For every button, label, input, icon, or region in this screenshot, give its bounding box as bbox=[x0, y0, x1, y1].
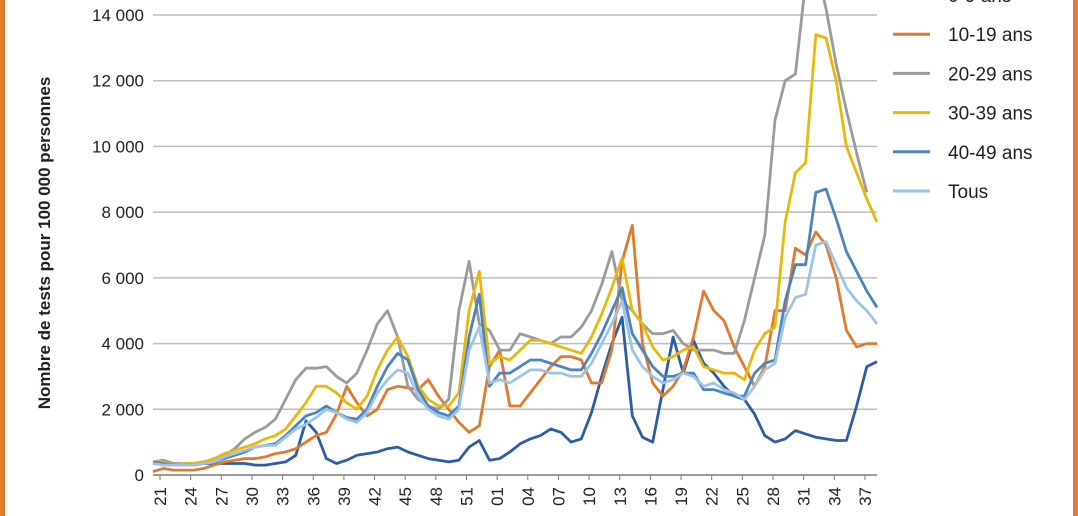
series-lines bbox=[152, 0, 879, 474]
y-tick-label: 12 000 bbox=[92, 72, 144, 91]
legend-label-age_20_29: 20-29 ans bbox=[948, 64, 1033, 85]
y-tick-label: 14 000 bbox=[92, 6, 144, 25]
series-line-age_30_39 bbox=[153, 33, 879, 467]
x-tick-label: 39 bbox=[335, 487, 354, 506]
x-tick-label: 36 bbox=[304, 487, 323, 506]
series-line-age_0_9 bbox=[152, 315, 878, 467]
legend-label-age_40_49: 40-49 ans bbox=[948, 143, 1033, 164]
x-tick-label: 04 bbox=[519, 487, 538, 506]
x-tick-label: 07 bbox=[549, 487, 568, 506]
y-tick-label: 0 bbox=[135, 466, 144, 485]
series-line-age_10_19 bbox=[152, 223, 877, 474]
x-tick-label: 48 bbox=[427, 487, 446, 506]
y-tick-label: 4 000 bbox=[101, 335, 144, 354]
x-tick-label: 37 bbox=[856, 487, 875, 506]
legend-label-age_10_19: 10-19 ans bbox=[948, 25, 1033, 46]
legend-label-all: Tous bbox=[948, 182, 988, 203]
x-tick-label: 30 bbox=[243, 487, 262, 506]
y-tick-label: 6 000 bbox=[101, 269, 144, 288]
y-tick-label: 2 000 bbox=[101, 400, 144, 419]
x-tick-label: 31 bbox=[795, 487, 814, 506]
x-tick-label: 24 bbox=[182, 487, 201, 506]
x-tick-label: 16 bbox=[641, 487, 660, 506]
y-axis-label: Nombre de tests pour 100 000 personnes bbox=[35, 77, 54, 410]
legend-label-age_30_39: 30-39 ans bbox=[948, 104, 1033, 125]
x-tick-label: 27 bbox=[212, 487, 231, 506]
x-tick-label: 19 bbox=[672, 487, 691, 506]
series-line-all bbox=[152, 240, 879, 467]
legend: 0-9 ans 10-19 ans 20-29 ans 30-39 ans 40-49 … bbox=[893, 0, 1033, 203]
x-tick-label: 21 bbox=[151, 487, 170, 506]
x-tick-label: 22 bbox=[703, 487, 722, 506]
x-tick-label: 34 bbox=[825, 487, 844, 506]
x-tick-label: 13 bbox=[611, 487, 630, 506]
x-tick-label: 01 bbox=[488, 487, 507, 506]
x-axis-ticks: 21 24 27 30 33 36 39 42 45 48 51 01 04 07 10 13 16 19 22 25… bbox=[151, 475, 875, 506]
x-tick-label: 25 bbox=[733, 487, 752, 506]
y-tick-label: 8 000 bbox=[101, 203, 144, 222]
x-tick-label: 28 bbox=[764, 487, 783, 506]
series-line-age_20_29 bbox=[152, 0, 869, 465]
y-tick-label: 10 000 bbox=[92, 137, 144, 156]
series-line-age_40_49 bbox=[152, 187, 879, 467]
x-tick-label: 45 bbox=[396, 487, 415, 506]
x-tick-label: 33 bbox=[274, 487, 293, 506]
legend-label-age_0_9: 0-9 ans bbox=[948, 0, 1011, 7]
x-tick-label: 42 bbox=[366, 487, 385, 506]
x-tick-label: 10 bbox=[580, 487, 599, 506]
y-axis-ticks: 0 2 000 4 000 6 000 8 000 10 000 12 000 14 000 bbox=[92, 6, 144, 485]
x-tick-label: 51 bbox=[458, 487, 477, 506]
